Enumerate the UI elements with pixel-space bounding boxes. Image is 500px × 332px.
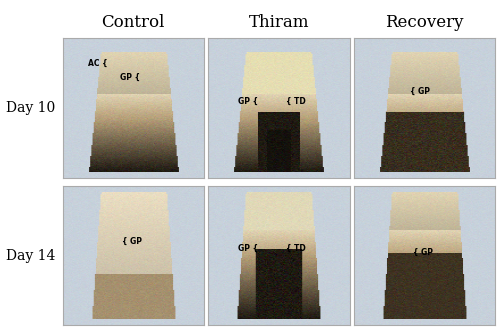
Text: Thiram: Thiram xyxy=(248,14,309,31)
Text: { GP: { GP xyxy=(410,87,430,96)
Text: { GP: { GP xyxy=(413,248,433,257)
Text: { TD: { TD xyxy=(286,96,306,106)
Text: Recovery: Recovery xyxy=(385,14,464,31)
Text: GP {: GP { xyxy=(238,96,258,106)
Text: Control: Control xyxy=(102,14,165,31)
Text: AC {: AC { xyxy=(88,59,108,68)
Text: { GP: { GP xyxy=(122,237,142,246)
Text: Day 14: Day 14 xyxy=(6,249,55,263)
Text: { TD: { TD xyxy=(286,244,306,253)
Text: GP {: GP { xyxy=(238,244,258,253)
Text: Day 10: Day 10 xyxy=(6,101,55,115)
Text: GP {: GP { xyxy=(120,73,141,82)
